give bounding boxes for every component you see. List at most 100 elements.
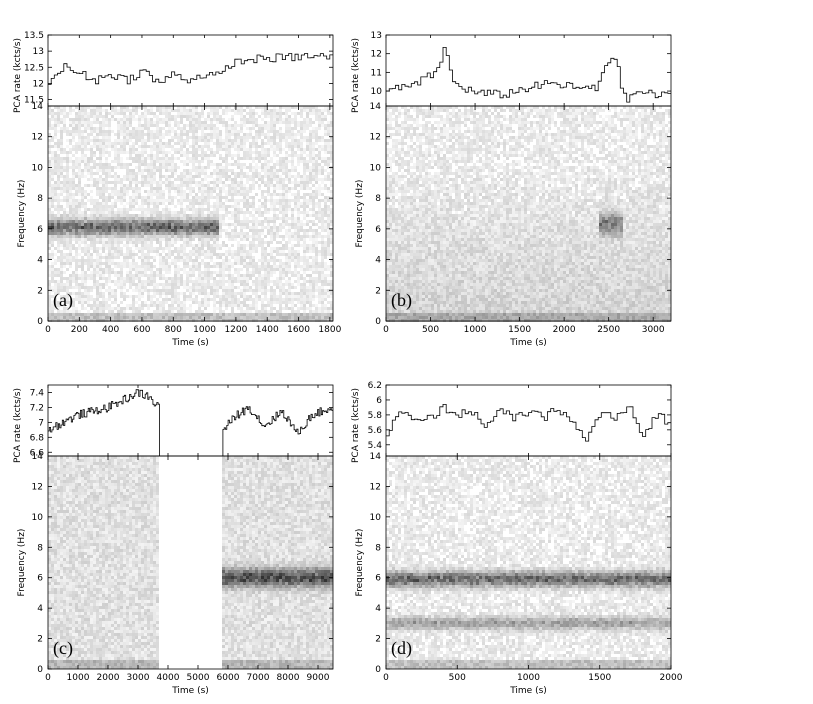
spectrogram-cell [213, 298, 216, 301]
spectrogram-cell [210, 274, 213, 277]
spectrogram-cell [219, 265, 222, 268]
spectrogram-cell [135, 223, 138, 226]
spectrogram-cell [72, 163, 75, 166]
spectrogram-cell [132, 283, 135, 286]
spectrogram-cell [297, 205, 300, 208]
spectrogram-cell [117, 253, 120, 256]
spectrogram-cell [165, 235, 168, 238]
spectrogram-cell [207, 118, 210, 121]
spectrogram-cell [177, 298, 180, 301]
spectrogram-cell [66, 184, 69, 187]
spectrogram-cell [147, 136, 150, 139]
spectrogram-cell [168, 289, 171, 292]
spectrogram-cell [57, 115, 60, 118]
spectrogram-cell [156, 223, 159, 226]
spectrogram-cell [93, 106, 96, 109]
spectrogram-cell [99, 283, 102, 286]
spectrogram-cell [81, 229, 84, 232]
spectrogram-cell [240, 268, 243, 271]
spectrogram-cell [231, 178, 234, 181]
spectrogram-cell [189, 292, 192, 295]
spectrogram-cell [261, 193, 264, 196]
spectrogram-cell [81, 106, 84, 109]
spectrogram-cell [66, 199, 69, 202]
spectrogram-cell [177, 313, 180, 316]
spectrogram-cell [180, 223, 183, 226]
spectrogram-cell [249, 298, 252, 301]
spectrogram-cell [96, 187, 99, 190]
spectrogram-cell [228, 148, 231, 151]
spectrogram-cell [48, 142, 51, 145]
spectrogram-cell [189, 295, 192, 298]
spectrogram-cell [225, 319, 228, 322]
spectrogram-cell [105, 316, 108, 319]
spectrogram-cell [297, 298, 300, 301]
spectrogram-cell [201, 259, 204, 262]
spectrogram-cell [270, 145, 273, 148]
spectrogram-cell [72, 202, 75, 205]
spectrogram-cell [81, 292, 84, 295]
spectrogram-cell [171, 229, 174, 232]
spectrogram-cell [144, 178, 147, 181]
spectrogram-cell [102, 262, 105, 265]
spectrogram-cell [183, 151, 186, 154]
spectrogram-cell [126, 142, 129, 145]
spectrogram-cell [138, 274, 141, 277]
spectrogram-cell [159, 157, 162, 160]
spectrogram-cell [216, 202, 219, 205]
spectrogram-cell [282, 178, 285, 181]
spectrogram-cell [204, 313, 207, 316]
spectrogram-cell [249, 157, 252, 160]
spectrogram-cell [249, 202, 252, 205]
spectrogram-cell [261, 319, 264, 322]
spectrogram-cell [240, 193, 243, 196]
spectrogram-cell [207, 292, 210, 295]
spectrogram-cell [276, 175, 279, 178]
spectrogram-cell [171, 283, 174, 286]
spectrogram-cell [198, 160, 201, 163]
spectrogram-cell [255, 268, 258, 271]
spectrogram-cell [75, 148, 78, 151]
spectrogram-cell [252, 205, 255, 208]
spectrogram-cell [267, 283, 270, 286]
spectrogram-cell [198, 301, 201, 304]
spectrogram-cell [150, 121, 153, 124]
spectrogram-cell [174, 223, 177, 226]
spectrogram-cell [144, 304, 147, 307]
spectrogram-cell [282, 247, 285, 250]
spectrogram-cell [108, 277, 111, 280]
spectrogram-cell [225, 265, 228, 268]
spectrogram-cell [276, 184, 279, 187]
spectrogram-cell [258, 127, 261, 130]
spectrogram-cell [222, 319, 225, 322]
spectrogram-cell [195, 247, 198, 250]
spectrogram-cell [183, 175, 186, 178]
spectrogram-cell [63, 160, 66, 163]
spectrogram-cell [123, 106, 126, 109]
spectrogram-cell [270, 115, 273, 118]
spectrogram-cell [282, 289, 285, 292]
spectrogram-cell [141, 223, 144, 226]
spectrogram-cell [51, 154, 54, 157]
spectrogram-cell [261, 292, 264, 295]
spectrogram-cell [81, 316, 84, 319]
spectrogram-cell [219, 244, 222, 247]
spectrogram-cell [303, 304, 306, 307]
spectrogram-cell [93, 172, 96, 175]
spectrogram-cell [186, 235, 189, 238]
spectrogram-cell [81, 256, 84, 259]
spectrogram-cell [93, 313, 96, 316]
spectrogram-cell [141, 148, 144, 151]
spectrogram-cell [48, 238, 51, 241]
spectrogram-cell [90, 190, 93, 193]
spectrogram-cell [285, 130, 288, 133]
spectrogram-cell [120, 247, 123, 250]
spectrogram-cell [132, 223, 135, 226]
spectrogram-cell [177, 148, 180, 151]
spectrogram-cell [279, 208, 282, 211]
spectrogram-cell [210, 319, 213, 322]
spectrogram-cell [81, 274, 84, 277]
spectrogram-cell [60, 172, 63, 175]
spectrogram-cell [249, 106, 252, 109]
spectrogram-cell [93, 121, 96, 124]
